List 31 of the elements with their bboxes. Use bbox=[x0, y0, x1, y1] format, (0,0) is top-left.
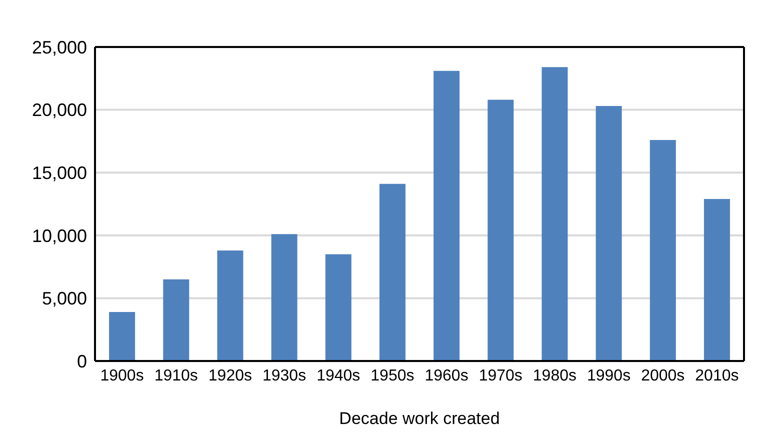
x-tick-label: 1950s bbox=[370, 367, 414, 384]
y-tick-label: 15,000 bbox=[32, 162, 87, 183]
x-tick-label: 1930s bbox=[262, 367, 306, 384]
x-tick-label: 1900s bbox=[100, 367, 144, 384]
bar bbox=[163, 279, 190, 361]
bar bbox=[217, 250, 244, 361]
bar bbox=[379, 184, 406, 361]
bar bbox=[704, 198, 730, 361]
bar bbox=[596, 106, 622, 361]
y-tick-label: 25,000 bbox=[32, 37, 87, 58]
bar bbox=[488, 100, 514, 361]
x-tick-label: 1910s bbox=[154, 367, 198, 384]
bar bbox=[325, 254, 352, 361]
bar bbox=[109, 312, 136, 361]
x-tick-label: 1920s bbox=[208, 367, 252, 384]
bar bbox=[434, 70, 460, 361]
x-tick-label: 1960s bbox=[424, 367, 468, 384]
x-tick-label: 1940s bbox=[316, 367, 360, 384]
x-axis-title: Decade work created bbox=[339, 409, 500, 428]
x-tick-label: 1980s bbox=[532, 367, 577, 384]
x-tick-label: 2010s bbox=[695, 367, 739, 384]
y-tick-label: 20,000 bbox=[32, 100, 87, 120]
y-tick-label: 10,000 bbox=[32, 226, 87, 246]
y-tick-label: 0 bbox=[76, 351, 87, 372]
y-tick-label: 5,000 bbox=[42, 288, 87, 309]
bar bbox=[271, 234, 298, 361]
bar bbox=[542, 67, 568, 361]
x-tick-label: 1990s bbox=[586, 367, 631, 384]
x-tick-label: 2000s bbox=[641, 367, 685, 384]
x-tick-label: 1970s bbox=[478, 367, 522, 384]
bar bbox=[650, 140, 676, 361]
